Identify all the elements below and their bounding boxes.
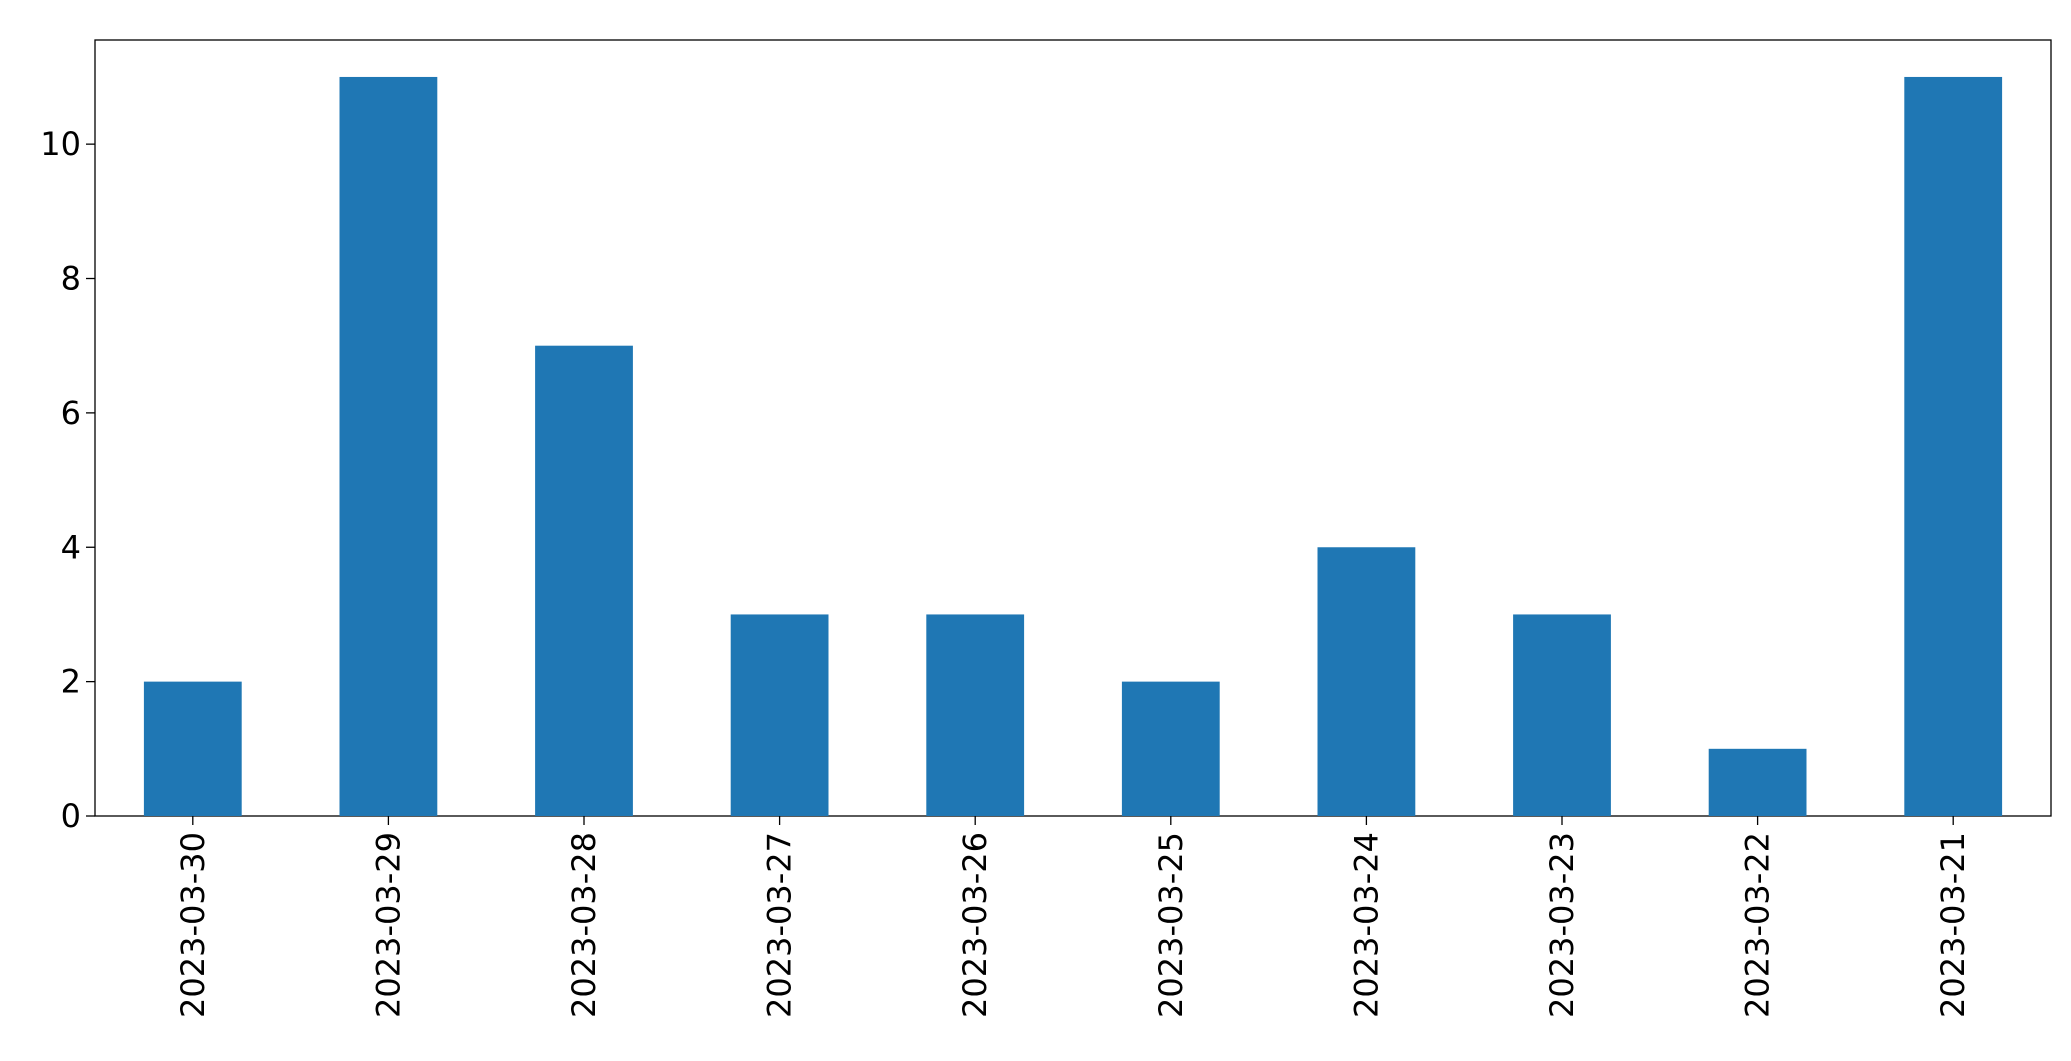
bar: [730, 614, 829, 816]
y-tick-label: 6: [61, 394, 81, 432]
x-tick-label: 2023-03-25: [1152, 832, 1190, 1018]
x-tick-label: 2023-03-22: [1739, 832, 1777, 1018]
x-tick-label: 2023-03-21: [1934, 832, 1972, 1018]
bar: [339, 76, 438, 816]
x-tick-label: 2023-03-29: [369, 832, 407, 1018]
bar: [926, 614, 1025, 816]
y-tick-label: 10: [40, 125, 81, 163]
x-tick-label: 2023-03-26: [956, 832, 994, 1018]
x-tick-label: 2023-03-30: [174, 832, 212, 1018]
x-tick-label: 2023-03-27: [761, 832, 799, 1018]
x-tick-label: 2023-03-24: [1347, 832, 1385, 1018]
bar: [143, 681, 242, 816]
x-tick-label: 2023-03-23: [1543, 832, 1581, 1018]
plot-frame: [94, 39, 2052, 817]
y-tick-label: 4: [61, 528, 81, 566]
y-tick-label: 8: [61, 260, 81, 298]
bar: [1904, 76, 2003, 816]
x-tick-label: 2023-03-28: [565, 832, 603, 1018]
y-tick-label: 2: [61, 663, 81, 701]
bar: [1708, 748, 1807, 816]
bar: [535, 345, 633, 816]
bar: [1513, 614, 1611, 816]
bar: [1317, 547, 1416, 816]
y-tick-label: 0: [61, 797, 81, 835]
bar: [1121, 681, 1220, 816]
